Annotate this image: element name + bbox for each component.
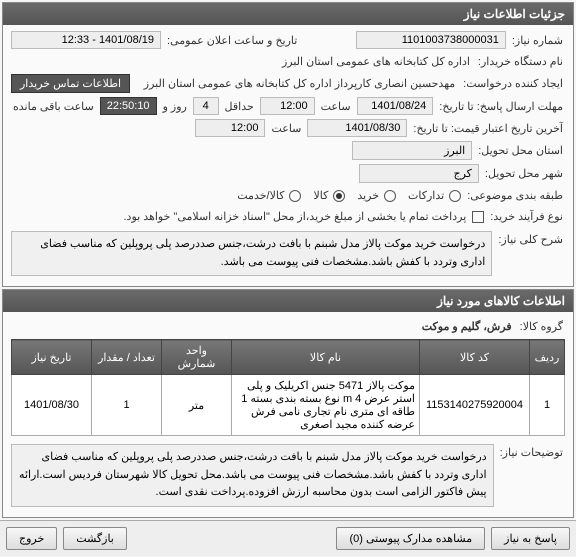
reply-button[interactable]: پاسخ به نیاز [491, 527, 570, 550]
back-button[interactable]: بازگشت [63, 527, 127, 550]
attachments-button[interactable]: مشاهده مدارک پیوستی (0) [336, 527, 485, 550]
items-panel-header: اطلاعات کالاهای مورد نیاز [3, 290, 573, 312]
footer-bar: پاسخ به نیاز مشاهده مدارک پیوستی (0) باز… [0, 520, 576, 556]
number-label: شماره نیاز: [510, 32, 565, 49]
time-label-1: ساعت [319, 98, 353, 115]
cell-unit: متر [162, 375, 232, 436]
radio-icon [449, 190, 461, 202]
radio-item-3[interactable]: کالا/خدمت [235, 187, 301, 204]
col-code: کد کالا [420, 340, 530, 375]
col-unit: واحد شمارش [162, 340, 232, 375]
radio-icon [384, 190, 396, 202]
radio-item-2[interactable]: کالا [311, 187, 345, 204]
table-row[interactable]: 1 1153140275920004 موکت پالاز 5471 جنس ا… [12, 375, 565, 436]
validity-date-value: 1401/08/30 [307, 119, 407, 137]
group-value: فرش، گلیم و موکت [420, 318, 514, 335]
radio-icon [333, 190, 345, 202]
min-label: حداقل [223, 98, 256, 115]
requester-value: مهدحسین انصاری کارپرداز اداره کل کتابخان… [134, 75, 457, 92]
radio-item-0[interactable]: تدارکات [406, 187, 461, 204]
radio-label: تدارکات [406, 187, 446, 204]
items-panel: اطلاعات کالاهای مورد نیاز گروه کالا: فرش… [2, 289, 574, 518]
remaining-label: ساعت باقی مانده [11, 98, 96, 115]
desc-value: درخواست خرید موکت پالاز مدل شبنم با بافت… [11, 231, 492, 276]
cell-date: 1401/08/30 [12, 375, 92, 436]
payment-label: نوع فرآیند خرید: [488, 208, 565, 225]
cell-qty: 1 [92, 375, 162, 436]
payment-checkbox[interactable] [472, 211, 484, 223]
cell-idx: 1 [530, 375, 565, 436]
delivery-province-value: البرز [352, 141, 472, 160]
cell-code: 1153140275920004 [420, 375, 530, 436]
time-label-2: ساعت [269, 120, 303, 137]
reply-deadline-label: مهلت ارسال پاسخ: تا تاریخ: [437, 98, 565, 115]
delivery-city-value: کرج [359, 164, 479, 183]
announce-label: تاریخ و ساعت اعلان عمومی: [165, 32, 299, 49]
payment-check-label: پرداخت تمام یا بخشی از مبلغ خرید،از محل … [121, 208, 468, 225]
reply-time-value: 12:00 [260, 97, 315, 115]
details-panel-body: شماره نیاز: 1101003738000031 تاریخ و ساع… [3, 25, 573, 286]
col-idx: ردیف [530, 340, 565, 375]
radio-icon [289, 190, 301, 202]
buyer-org-label: نام دستگاه خریدار: [476, 53, 565, 70]
number-value: 1101003738000031 [356, 31, 506, 49]
min-value: 4 [193, 97, 219, 115]
buyer-org-value: اداره کل کتابخانه های عمومی استان البرز [280, 53, 472, 70]
radio-label: خرید [355, 187, 381, 204]
notes-label: توضیحات نیاز: [498, 442, 565, 461]
items-panel-body: گروه کالا: فرش، گلیم و موکت ردیف کد کالا… [3, 312, 573, 517]
delivery-city-label: شهر محل تحویل: [483, 165, 565, 182]
cell-name: موکت پالاز 5471 جنس اکریلیک و پلی استر ع… [232, 375, 420, 436]
announce-value: 1401/08/19 - 12:33 [11, 31, 161, 49]
table-header-row: ردیف کد کالا نام کالا واحد شمارش تعداد /… [12, 340, 565, 375]
desc-label: شرح کلی نیاز: [496, 229, 565, 248]
exit-button[interactable]: خروج [6, 527, 57, 550]
radio-item-1[interactable]: خرید [355, 187, 396, 204]
reply-date-value: 1401/08/24 [357, 97, 434, 115]
col-date: تاریخ نیاز [12, 340, 92, 375]
validity-label: آخرین تاریخ اعتبار قیمت: تا تاریخ: [411, 120, 565, 137]
days-label: روز و [161, 98, 189, 115]
radio-label: کالا [311, 187, 330, 204]
requester-label: ایجاد کننده درخواست: [461, 75, 565, 92]
col-name: نام کالا [232, 340, 420, 375]
validity-time-value: 12:00 [195, 119, 265, 137]
subject-group-radios: تدارکات خرید کالا کالا/خدمت [235, 187, 461, 204]
subject-group-label: طبقه بندی موضوعی: [465, 187, 565, 204]
contact-buyer-button[interactable]: اطلاعات تماس خریدار [11, 74, 130, 93]
items-table: ردیف کد کالا نام کالا واحد شمارش تعداد /… [11, 339, 565, 436]
notes-value: درخواست خرید موکت پالاز مدل شبنم با بافت… [11, 444, 494, 507]
radio-label: کالا/خدمت [235, 187, 286, 204]
group-label: گروه کالا: [518, 318, 565, 335]
col-qty: تعداد / مقدار [92, 340, 162, 375]
delivery-province-label: استان محل تحویل: [476, 142, 565, 159]
details-panel-header: جزئیات اطلاعات نیاز [3, 3, 573, 25]
remaining-time-value: 22:50:10 [100, 97, 157, 115]
details-panel: جزئیات اطلاعات نیاز شماره نیاز: 11010037… [2, 2, 574, 287]
